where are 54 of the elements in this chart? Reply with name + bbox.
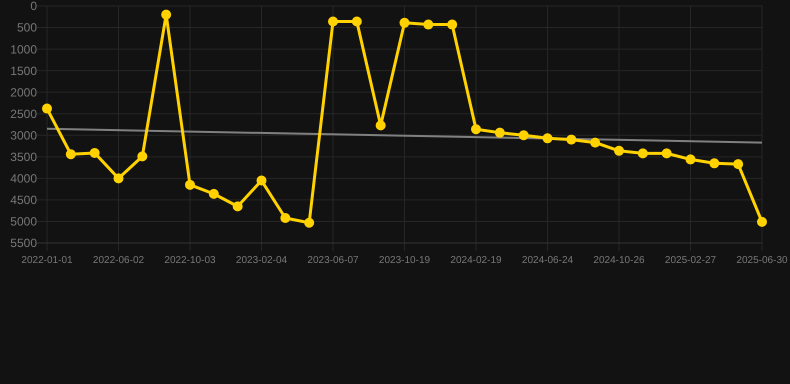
point <box>400 18 410 28</box>
x-tick-label: 2024-06-24 <box>522 255 574 266</box>
point <box>542 133 552 144</box>
point <box>328 16 338 27</box>
point <box>304 218 314 228</box>
point <box>471 124 481 134</box>
point <box>447 20 458 30</box>
point <box>42 104 52 114</box>
x-tick-label: 2023-06-07 <box>307 255 360 266</box>
point <box>90 148 100 158</box>
point <box>352 16 362 27</box>
y-tick-label: 2500 <box>10 106 38 121</box>
point <box>638 148 648 158</box>
y-tick-label: 3500 <box>10 150 38 164</box>
point <box>614 146 624 156</box>
point <box>137 151 148 162</box>
point <box>114 173 124 184</box>
x-tick-label: 2024-10-26 <box>593 255 646 266</box>
point <box>662 148 672 158</box>
y-tick-label: 4500 <box>10 193 38 208</box>
point <box>518 130 529 140</box>
y-tick-label: 5500 <box>10 236 38 250</box>
x-tick-label: 2023-10-19 <box>378 255 431 266</box>
y-tick-label: 0 <box>30 0 38 14</box>
point <box>185 180 195 190</box>
x-tick-label: 2025-02-27 <box>664 255 717 266</box>
point <box>66 149 76 160</box>
point <box>161 10 172 20</box>
point <box>280 213 290 224</box>
y-tick-label: 3000 <box>10 128 38 142</box>
x-tick-label: 2025-06-30 <box>736 255 788 266</box>
point <box>208 188 219 199</box>
point <box>709 158 720 168</box>
point <box>376 120 386 130</box>
y-tick-label: 2000 <box>10 85 38 100</box>
x-tick-label: 2024-02-19 <box>450 255 502 266</box>
point <box>733 159 744 170</box>
point <box>590 138 600 148</box>
point <box>566 134 576 145</box>
y-tick-label: 5000 <box>10 214 38 229</box>
point <box>232 201 243 212</box>
y-tick-label: 1500 <box>10 64 38 78</box>
x-tick-label: 2022-01-01 <box>21 255 74 266</box>
point <box>423 20 434 30</box>
x-tick-label: 2023-02-04 <box>236 255 288 266</box>
x-tick-label: 2022-10-03 <box>164 255 216 266</box>
x-tick-label: 2022-06-02 <box>92 255 145 266</box>
y-tick-label: 1000 <box>10 42 38 56</box>
y-tick-label: 500 <box>16 20 38 35</box>
point <box>686 154 696 164</box>
point <box>494 128 505 138</box>
point <box>256 176 266 186</box>
y-tick-label: 4000 <box>10 172 38 186</box>
point <box>757 216 767 227</box>
